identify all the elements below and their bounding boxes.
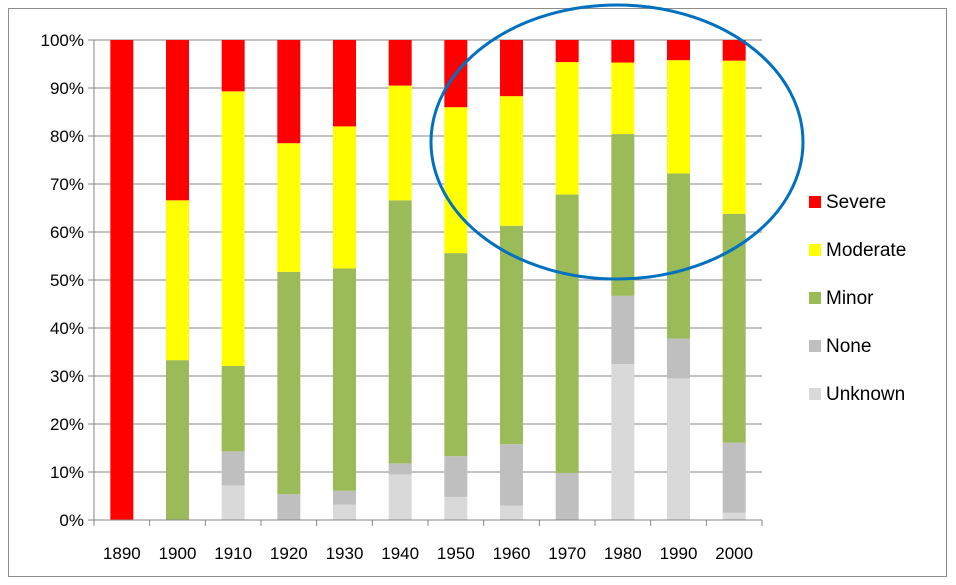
bar-segment [221, 40, 245, 92]
x-tick-label: 1910 [214, 544, 252, 563]
y-axis-tick-labels: 0% 10% 20% 30% 40% 50% 60% 70% 80% 90% 100% [41, 31, 84, 530]
y-tick-label: 90% [50, 79, 84, 98]
bar-segment [277, 271, 301, 495]
y-tick-label: 80% [50, 127, 84, 146]
bar-segment [667, 173, 690, 339]
x-tick-label: 1940 [381, 544, 419, 563]
bar-segment [221, 451, 245, 486]
bar-segment [277, 143, 301, 272]
bar-segment [388, 463, 412, 475]
bar-segment [667, 378, 690, 520]
bar-segment [388, 40, 412, 86]
bar-segment [667, 338, 690, 379]
legend-swatch [809, 196, 821, 208]
bar-segment [388, 474, 412, 520]
y-tick-label: 10% [50, 463, 84, 482]
chart-area-border [8, 8, 947, 577]
bar-segment [333, 40, 356, 127]
bar-segment [500, 505, 523, 520]
x-tick-label: 1900 [159, 544, 197, 563]
bar-segment [388, 200, 412, 464]
x-tick-label: 1960 [493, 544, 531, 563]
x-tick-label: 2000 [715, 544, 753, 563]
y-tick-label: 20% [50, 415, 84, 434]
bar-segment [277, 40, 301, 144]
bar-segment [555, 194, 579, 473]
legend-item: Severe [809, 192, 886, 213]
x-tick-label: 1980 [604, 544, 642, 563]
bar-segment [500, 40, 523, 97]
bar-segment [500, 96, 523, 226]
bar-segment [611, 295, 635, 364]
legend-label: Unknown [826, 384, 905, 405]
bar-segment [333, 268, 356, 491]
bar-segment [611, 364, 635, 520]
legend-label: Minor [826, 288, 874, 309]
bar-segment [722, 40, 746, 61]
bar-segment [555, 62, 579, 195]
legend-label: None [826, 336, 871, 357]
y-tick-label: 0% [59, 511, 84, 530]
bar-segment [333, 504, 356, 520]
x-tick-label: 1950 [437, 544, 475, 563]
bar-segment [667, 60, 690, 174]
bar-segment [166, 40, 189, 201]
y-tick-label: 100% [41, 31, 84, 50]
x-tick-label: 1920 [270, 544, 308, 563]
x-tick-label: 1890 [103, 544, 141, 563]
bar-segment [221, 365, 245, 452]
x-axis-tick-labels: 1890 1900 1910 1920 1930 1940 1950 1960 1970 1980… [103, 544, 753, 563]
legend-swatch [809, 244, 821, 256]
bar-segment [444, 253, 468, 457]
axes [88, 39, 763, 526]
bar-segment [500, 225, 523, 445]
bar-segment [221, 91, 245, 366]
y-tick-label: 60% [50, 223, 84, 242]
legend-swatch [809, 292, 821, 304]
bar-segment [221, 485, 245, 520]
bar-segment [333, 126, 356, 269]
x-tick-label: 1930 [326, 544, 364, 563]
y-tick-label: 70% [50, 175, 84, 194]
legend-swatch [809, 340, 821, 352]
bar-segment [611, 40, 635, 63]
y-tick-label: 50% [50, 271, 84, 290]
legend: Severe Moderate Minor None Unknown [809, 192, 906, 405]
gridlines [94, 39, 762, 473]
y-tick-label: 30% [50, 367, 84, 386]
bar-segment [555, 40, 579, 63]
bar-segment [555, 472, 579, 520]
x-tick-label: 1990 [660, 544, 698, 563]
bar-segment [611, 134, 635, 296]
bar-segment [722, 512, 746, 520]
bar-segment [444, 456, 468, 497]
bars [110, 40, 746, 520]
legend-item: Moderate [809, 240, 906, 261]
bar-segment [722, 60, 746, 214]
y-tick-label: 40% [50, 319, 84, 338]
bar-segment [110, 40, 134, 520]
bar-segment [611, 62, 635, 135]
legend-swatch [809, 388, 821, 400]
legend-item: Unknown [809, 384, 905, 405]
legend-item: Minor [809, 288, 874, 309]
x-tick-label: 1970 [548, 544, 586, 563]
legend-item: None [809, 336, 871, 357]
bar-segment [722, 442, 746, 513]
bar-segment [500, 444, 523, 506]
legend-label: Severe [826, 192, 886, 213]
bar-segment [166, 200, 189, 361]
bar-segment [277, 494, 301, 520]
bar-segment [667, 40, 690, 61]
legend-label: Moderate [826, 240, 906, 261]
annotation-ellipse [429, 3, 805, 281]
bar-segment [166, 360, 189, 520]
bar-segment [444, 496, 468, 520]
bar-segment [722, 213, 746, 443]
annotation-layer [429, 3, 805, 281]
bar-segment [333, 490, 356, 505]
bar-segment [388, 85, 412, 201]
bar-segment [444, 107, 468, 254]
